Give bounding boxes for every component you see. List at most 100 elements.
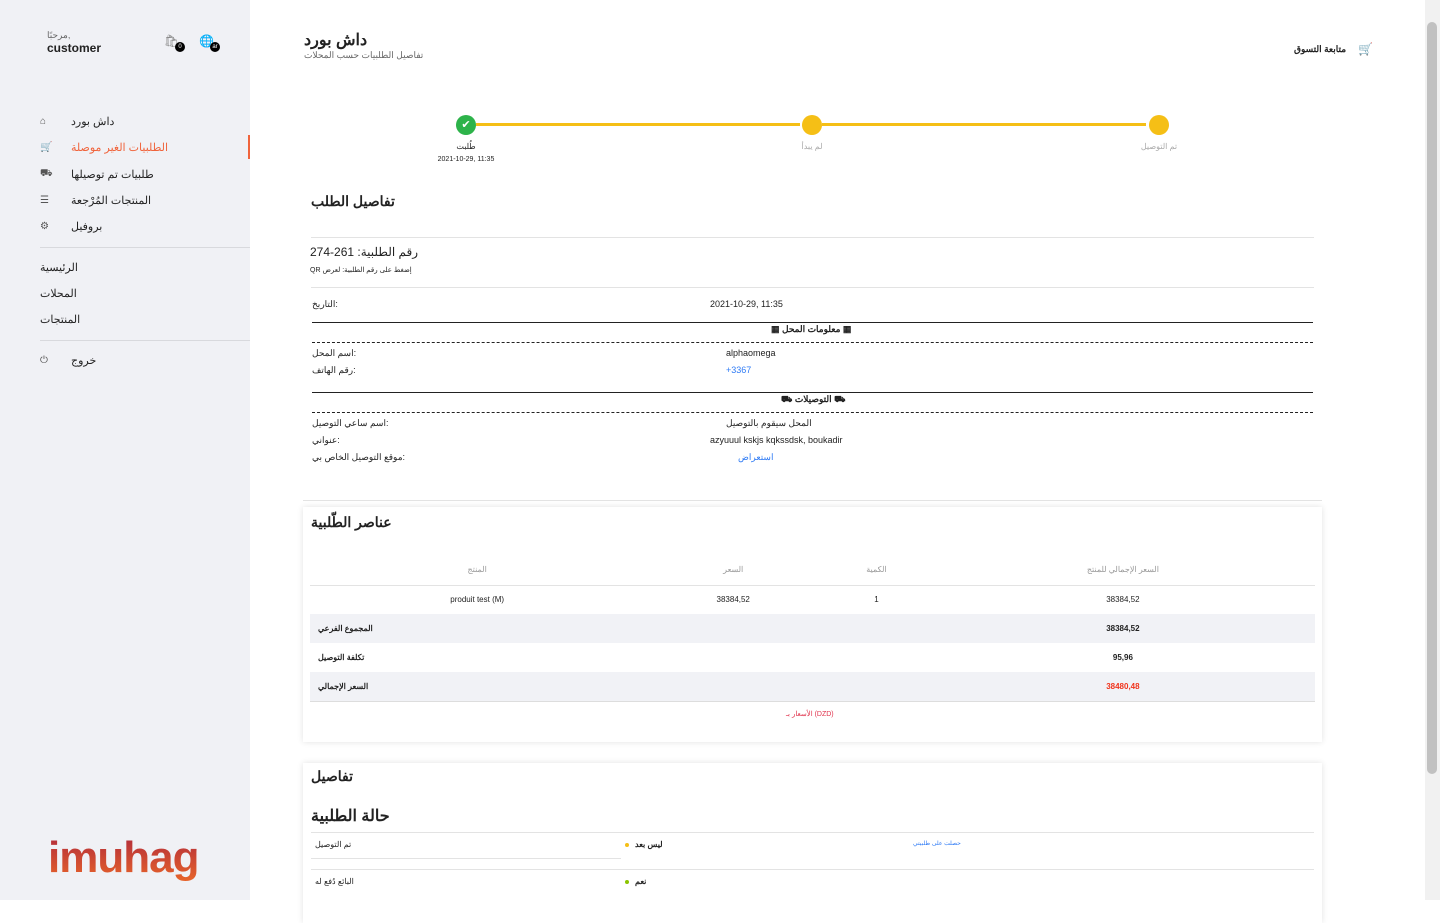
section-heading: تفاصيل الطلب xyxy=(311,193,395,209)
section-heading: عناصر الطّلبية xyxy=(311,514,392,530)
step-date: 2021-10-29, 11:35 xyxy=(437,156,495,163)
date-value: 2021-10-29, 11:35 xyxy=(710,299,783,309)
qr-hint: QR إضغط على رقم الطلبية: لعرض xyxy=(310,267,412,274)
link-shops[interactable]: المحلات xyxy=(40,288,77,300)
store-icon: ▦ xyxy=(771,324,783,334)
divider xyxy=(311,832,1314,833)
divider xyxy=(312,392,1313,393)
column-header: السعر الإجمالي للمنتج xyxy=(930,555,1315,586)
address-label: عنواني: xyxy=(312,435,340,445)
status-dot xyxy=(625,842,629,847)
power-icon: ⏻ xyxy=(40,354,48,366)
shop-name: alphaomega xyxy=(726,348,776,358)
language-icon[interactable]: 🌐 ar xyxy=(199,34,220,52)
divider xyxy=(303,500,1322,501)
sidebar-item-delivered-orders[interactable]: ⛟ طلبيات تم توصيلها xyxy=(40,167,154,181)
step-label: لم يبدأ xyxy=(801,142,823,151)
table-row: produit test (M) 38384,52 1 38384,52 xyxy=(310,585,1315,614)
divider xyxy=(312,412,1313,413)
order-number[interactable]: رقم الطلبية: 261-274 xyxy=(310,245,419,259)
phone-link[interactable]: +3367 xyxy=(726,365,752,375)
check-icon: ✔ xyxy=(456,115,476,135)
divider xyxy=(312,342,1313,343)
truck-icon: ⛟ xyxy=(781,394,795,404)
view-location-link[interactable]: استعراض xyxy=(738,452,774,462)
cart-badge: 0 xyxy=(175,42,185,52)
column-header: الكمية xyxy=(822,555,931,586)
scrollbar-thumb[interactable] xyxy=(1427,22,1437,774)
divider xyxy=(312,322,1313,323)
date-label: التاريخ: xyxy=(312,299,338,309)
status-heading: حالة الطلبية xyxy=(311,808,390,825)
currency-note: الأسعار بـ (DZD) xyxy=(786,711,834,718)
details-card: تفاصيل حالة الطلبية تم التوصيل ليس بعد ح… xyxy=(303,763,1322,923)
step-dot xyxy=(1149,115,1169,135)
location-label: موقع التوصيل الخاص بي: xyxy=(312,452,406,462)
order-items-card: عناصر الطّلبية المنتج السعر الكمية السعر ال… xyxy=(303,507,1322,742)
divider xyxy=(311,858,621,859)
truck-icon: ⛟ xyxy=(40,167,53,179)
cart-icon: 🛒 xyxy=(40,141,53,153)
subtotal-row: المجموع الفرعي 38384,52 xyxy=(310,614,1315,643)
total-value: 38480,48 xyxy=(930,672,1315,701)
username: customer xyxy=(47,41,102,55)
logout-button[interactable]: ⏻ خروج xyxy=(40,354,97,367)
shipping-value: 95,96 xyxy=(1112,653,1133,662)
line-total: 38384,52 xyxy=(1106,595,1140,605)
divider xyxy=(40,247,250,248)
shipping-label: تكلفة التوصيل xyxy=(318,653,365,662)
status-value: نعم xyxy=(625,877,646,886)
sidebar-item-returned-products[interactable]: ☰ المنتجات المُرْجعة xyxy=(40,194,152,207)
column-header: السعر xyxy=(644,555,823,586)
progress-line xyxy=(822,123,1146,126)
address-value: azyuuul kskjs kqkssdsk, boukadir xyxy=(710,435,843,445)
step-label: طُلبت xyxy=(456,142,476,151)
divider xyxy=(311,869,1314,870)
status-label: البائع دُفع له xyxy=(315,877,354,886)
step-label: تم التوصيل xyxy=(1140,142,1178,151)
home-icon: ⌂ xyxy=(40,115,47,127)
store-icon: ▦ xyxy=(840,324,852,334)
subtotal-label: المجموع الفرعي xyxy=(310,614,645,643)
sidebar: مرحبًا, customer 🛍 0 🌐 ar ⌂ داش بورد 🛒 الطلب… xyxy=(0,0,250,900)
total-label: السعر الإجمالي xyxy=(310,672,645,701)
subtotal-value: 38384,52 xyxy=(930,614,1315,643)
cart-icon: 🛒 xyxy=(1358,42,1373,56)
database-icon: ☰ xyxy=(40,194,49,206)
order-details-card: تفاصيل الطلب رقم الطلبية: 261-274 QR إضغ… xyxy=(303,180,1322,480)
gear-icon: ⚙ xyxy=(40,220,49,232)
divider xyxy=(40,340,250,341)
main-content: داش بورد تفاصيل الطلبيات حسب المحلات متا… xyxy=(250,0,1425,923)
section-heading: تفاصيل xyxy=(311,768,353,784)
status-label: تم التوصيل xyxy=(315,840,352,849)
step-dot xyxy=(802,115,822,135)
items-table: المنتج السعر الكمية السعر الإجمالي للمنتج p… xyxy=(310,555,1315,702)
sidebar-item-dashboard[interactable]: ⌂ داش بورد xyxy=(40,115,115,128)
shopping-bag-icon[interactable]: 🛍 0 xyxy=(164,34,185,52)
link-home[interactable]: الرئيسية xyxy=(40,262,78,274)
link-products[interactable]: المنتجات xyxy=(40,314,81,326)
received-order-button[interactable]: حصلت على طلبيتي xyxy=(913,841,961,847)
page-subtitle: تفاصيل الطلبيات حسب المحلات xyxy=(304,50,424,60)
shop-info-heading: ▦ معلومات المحل ▦ xyxy=(771,324,852,334)
truck-icon: ⛟ xyxy=(831,394,846,404)
language-badge: ar xyxy=(210,42,220,52)
shipping-row: تكلفة التوصيل 95,96 xyxy=(310,643,1315,672)
logo: imuhag xyxy=(48,833,199,882)
progress-line xyxy=(476,123,800,126)
divider xyxy=(311,237,1314,238)
status-value: ليس بعد xyxy=(625,840,663,849)
sidebar-item-profile[interactable]: ⚙ بروفيل xyxy=(40,220,103,233)
product-name: produit test (M) xyxy=(450,595,505,605)
shop-name-label: اسم المحل: xyxy=(312,348,357,358)
page-title: داش بورد xyxy=(304,32,368,49)
sidebar-item-undelivered-orders[interactable]: 🛒 الطلبيات الغير موصلة xyxy=(0,135,250,159)
delivery-heading: ⛟ التوصيلات ⛟ xyxy=(781,394,846,404)
greeting: مرحبًا, xyxy=(47,30,71,40)
scrollbar[interactable] xyxy=(1425,0,1440,900)
courier-value: المحل سيقوم بالتوصيل xyxy=(726,418,812,428)
continue-shopping-button[interactable]: متابعة التسوق 🛒 xyxy=(1293,42,1373,56)
status-dot xyxy=(625,879,629,884)
column-header: المنتج xyxy=(310,555,645,586)
quantity: 1 xyxy=(874,595,879,605)
